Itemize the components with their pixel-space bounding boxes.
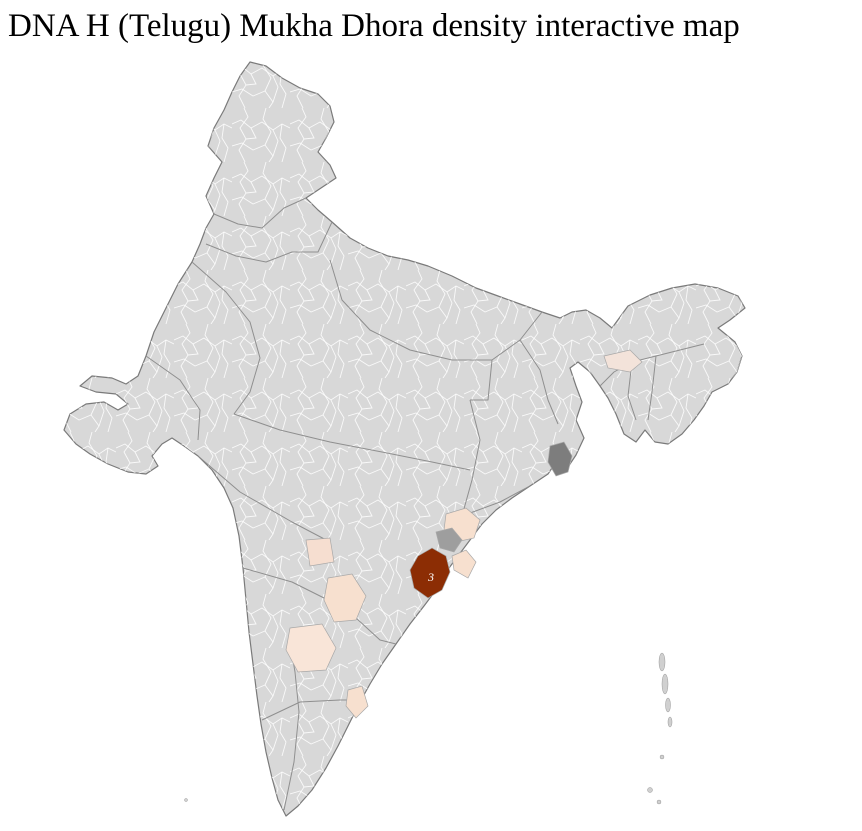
district-low-density-west[interactable] — [305, 537, 335, 567]
district-low-density-assam[interactable] — [603, 349, 643, 373]
district-grid — [64, 62, 745, 816]
state-borders — [145, 197, 705, 811]
district-count-label: 3 — [427, 570, 434, 584]
district-high-density[interactable] — [409, 547, 451, 599]
district-low-density-south-3[interactable] — [345, 685, 369, 719]
district-low-density-south-1[interactable] — [323, 573, 367, 623]
district-dark-gray-bengal[interactable] — [547, 441, 573, 477]
district-low-density-south-2[interactable] — [285, 623, 337, 673]
district-medium-gray[interactable] — [435, 527, 463, 553]
page-title: DNA H (Telugu) Mukha Dhora density inter… — [8, 8, 740, 44]
district-low-density-coastal[interactable] — [451, 549, 477, 579]
highlighted-districts: 3 — [285, 349, 643, 719]
andaman-nicobar-islands — [184, 652, 673, 805]
